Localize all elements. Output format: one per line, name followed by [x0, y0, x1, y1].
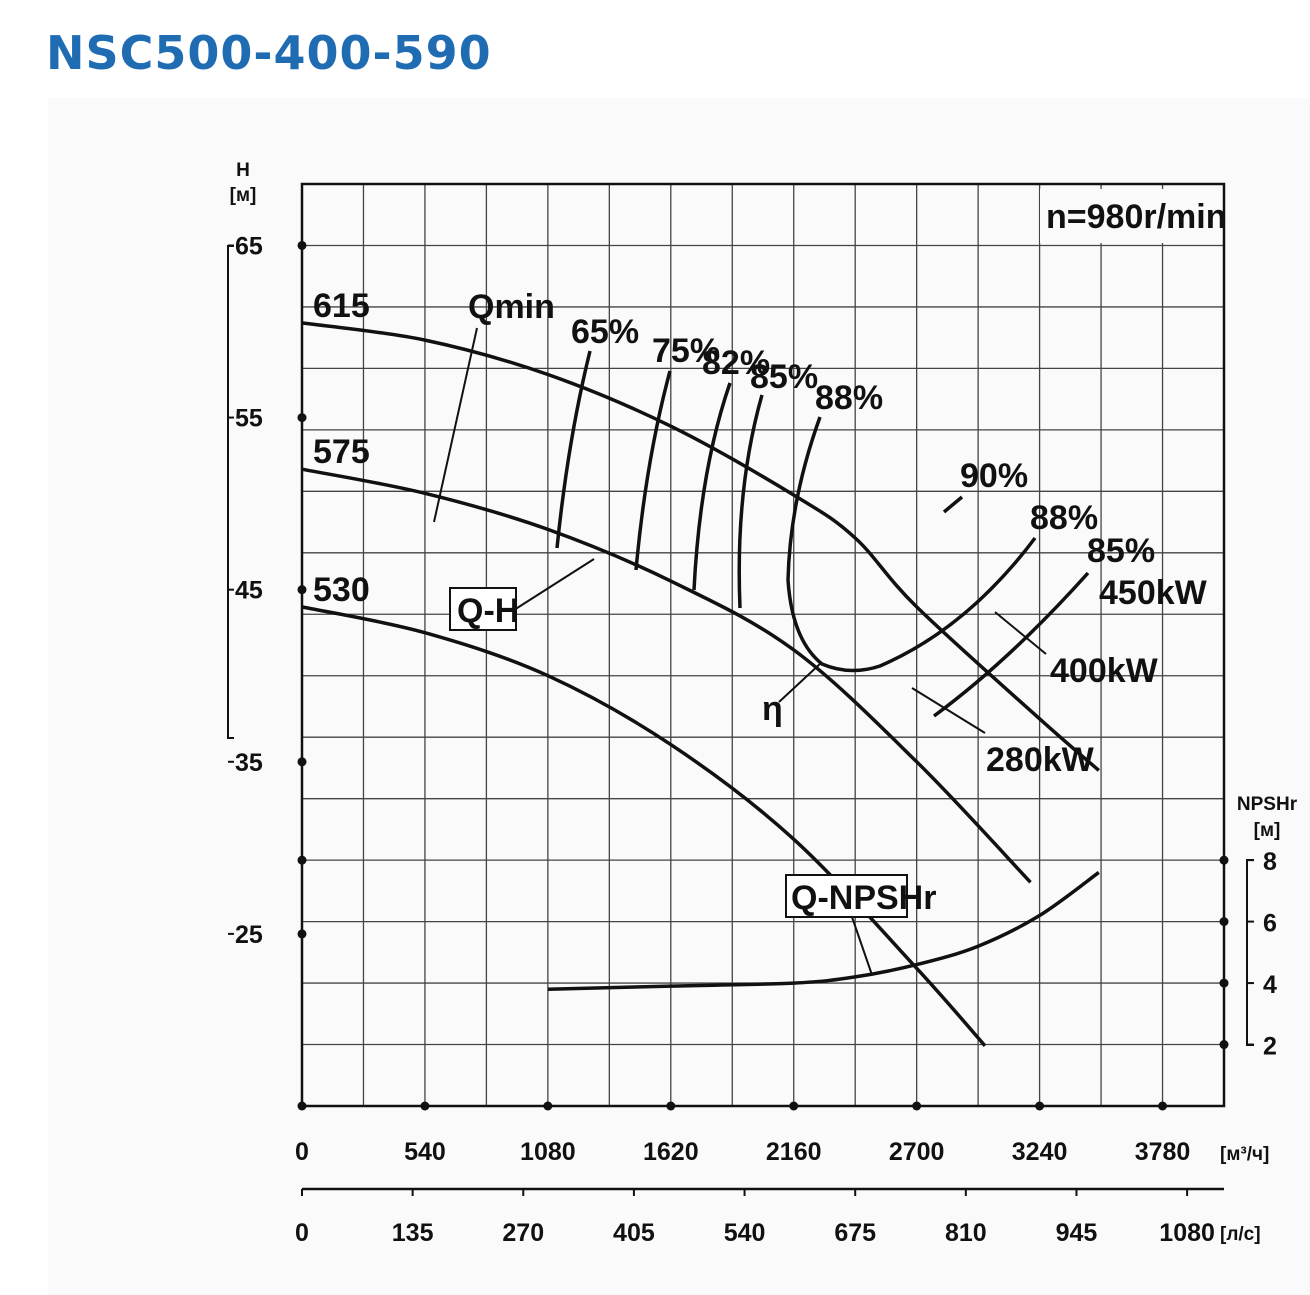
impeller-label-575: 575 [313, 433, 370, 471]
npsh-tick-label: 8 [1263, 848, 1277, 876]
head-tick-label: 55 [235, 405, 263, 433]
grid [302, 184, 1224, 1106]
npsh-tick-label: 6 [1263, 910, 1277, 938]
flow-ls-tick-label: 810 [945, 1219, 987, 1247]
impeller-label-615: 615 [313, 287, 370, 325]
npsh-tick-label: 4 [1263, 971, 1277, 999]
npsh-label-box [785, 874, 908, 918]
npsh-label: Q-NPSHr [791, 879, 936, 917]
plot-frame [300, 182, 1226, 1108]
page-title: NSC500-400-590 [46, 26, 492, 80]
head-axis-unit: [м] [230, 185, 257, 206]
npsh-tick-label: 2 [1263, 1033, 1277, 1061]
efficiency-line-85-right [932, 571, 1090, 718]
flow-ls-tick-label: 405 [613, 1219, 655, 1247]
flow-m3h-tick-label: 3780 [1135, 1138, 1191, 1166]
efficiency-label-82: 82% [702, 344, 770, 382]
annotation-leaders [433, 327, 1047, 976]
flow-ls-tick-label: 270 [502, 1219, 544, 1247]
flow-m3h-tick-label: 2160 [766, 1138, 822, 1166]
flow-tick-dot [297, 1101, 307, 1111]
flow-tick-dot [912, 1101, 922, 1111]
efficiency-line-65 [555, 350, 592, 549]
flow-axis-ls-ticks: 0 135 270 405 540 675 810 945 1080 [295, 1189, 1215, 1247]
flow-tick-dot [789, 1101, 799, 1111]
efficiency-line-90 [942, 495, 964, 514]
flow-axis-m3h-unit: [м³/ч] [1220, 1144, 1269, 1165]
efficiency-label-90: 90% [960, 457, 1028, 495]
npsh-axis-ticks: 8 6 4 2 [1219, 848, 1277, 1061]
power-label-280: 280kW [986, 741, 1095, 779]
flow-m3h-tick-label: 3240 [1012, 1138, 1068, 1166]
efficiency-symbol: η [762, 690, 783, 728]
npsh-tick-dot [1219, 1040, 1229, 1050]
npsh-tick-dot [1219, 855, 1229, 865]
qh-curve-575 [301, 467, 1032, 884]
npsh-leader [851, 916, 873, 976]
head-tick-dot [297, 929, 307, 939]
flow-m3h-tick-label: 540 [404, 1138, 446, 1166]
speed-label: n=980r/min [1046, 198, 1226, 236]
efficiency-label-88-right: 88% [1030, 499, 1098, 537]
qh-leader [513, 558, 595, 611]
flow-m3h-tick-label: 1080 [520, 1138, 576, 1166]
flow-m3h-tick-label: 1620 [643, 1138, 699, 1166]
power-label-400: 400kW [1050, 652, 1159, 690]
flow-ls-tick-label: 0 [295, 1219, 309, 1247]
head-tick-dot [297, 757, 307, 767]
head-tick-dot [297, 585, 307, 595]
flow-axis-m3h-ticks: 0 540 1080 1620 2160 2700 3240 3780 [295, 1101, 1191, 1166]
efficiency-lines [555, 350, 1090, 718]
efficiency-label-85-right: 85% [1087, 532, 1155, 570]
head-axis-label: H [236, 160, 250, 181]
chart-background [48, 98, 1310, 1295]
npsh-axis-label: NPSHr [1237, 794, 1298, 815]
flow-tick-dot [1035, 1101, 1045, 1111]
qmin-label: Qmin [468, 288, 555, 326]
flow-ls-tick-label: 1080 [1159, 1219, 1215, 1247]
flow-ls-tick-label: 135 [392, 1219, 434, 1247]
power-280-leader [911, 687, 986, 734]
npsh-axis-unit: [м] [1254, 820, 1281, 841]
head-tick-label: 65 [235, 232, 263, 260]
flow-tick-dot [666, 1101, 676, 1111]
flow-tick-dot [1158, 1101, 1168, 1111]
speed-label-box [1040, 189, 1222, 243]
head-tick-dot [297, 240, 307, 250]
efficiency-line-88-loop [786, 416, 1037, 673]
axis-dot [297, 855, 307, 865]
flow-ls-tick-label: 540 [724, 1219, 766, 1247]
head-tick-label: 45 [235, 577, 263, 605]
flow-m3h-tick-label: 2700 [889, 1138, 945, 1166]
head-tick-label: 35 [235, 749, 263, 777]
eta-leader [778, 662, 822, 703]
power-400-leader [994, 611, 1047, 655]
flow-tick-dot [420, 1101, 430, 1111]
head-axis-ticks: 65 55 45 35 25 [228, 232, 307, 949]
qh-label-box [449, 587, 517, 631]
power-label-450: 450kW [1099, 574, 1208, 612]
efficiency-line-82 [692, 382, 732, 591]
efficiency-label-65: 65% [571, 313, 639, 351]
head-tick-label: 25 [235, 921, 263, 949]
qmin-leader [433, 327, 478, 523]
flow-axis-ls-unit: [л/с] [1220, 1224, 1261, 1245]
efficiency-label-88: 88% [815, 379, 883, 417]
flow-tick-dot [543, 1101, 553, 1111]
efficiency-label-75: 75% [652, 332, 720, 370]
npsh-tick-dot [1219, 917, 1229, 927]
efficiency-line-85 [737, 394, 764, 609]
efficiency-line-75 [634, 370, 672, 571]
flow-ls-tick-label: 945 [1056, 1219, 1098, 1247]
npsh-curve [547, 870, 1100, 991]
flow-m3h-tick-label: 0 [295, 1138, 309, 1166]
efficiency-label-85: 85% [750, 358, 818, 396]
impeller-labels: 615 575 530 [313, 287, 370, 609]
impeller-label-530: 530 [313, 571, 370, 609]
qh-label: Q-H [457, 592, 519, 630]
head-tick-dot [297, 413, 307, 423]
npsh-tick-dot [1219, 978, 1229, 988]
flow-ls-tick-label: 675 [834, 1219, 876, 1247]
